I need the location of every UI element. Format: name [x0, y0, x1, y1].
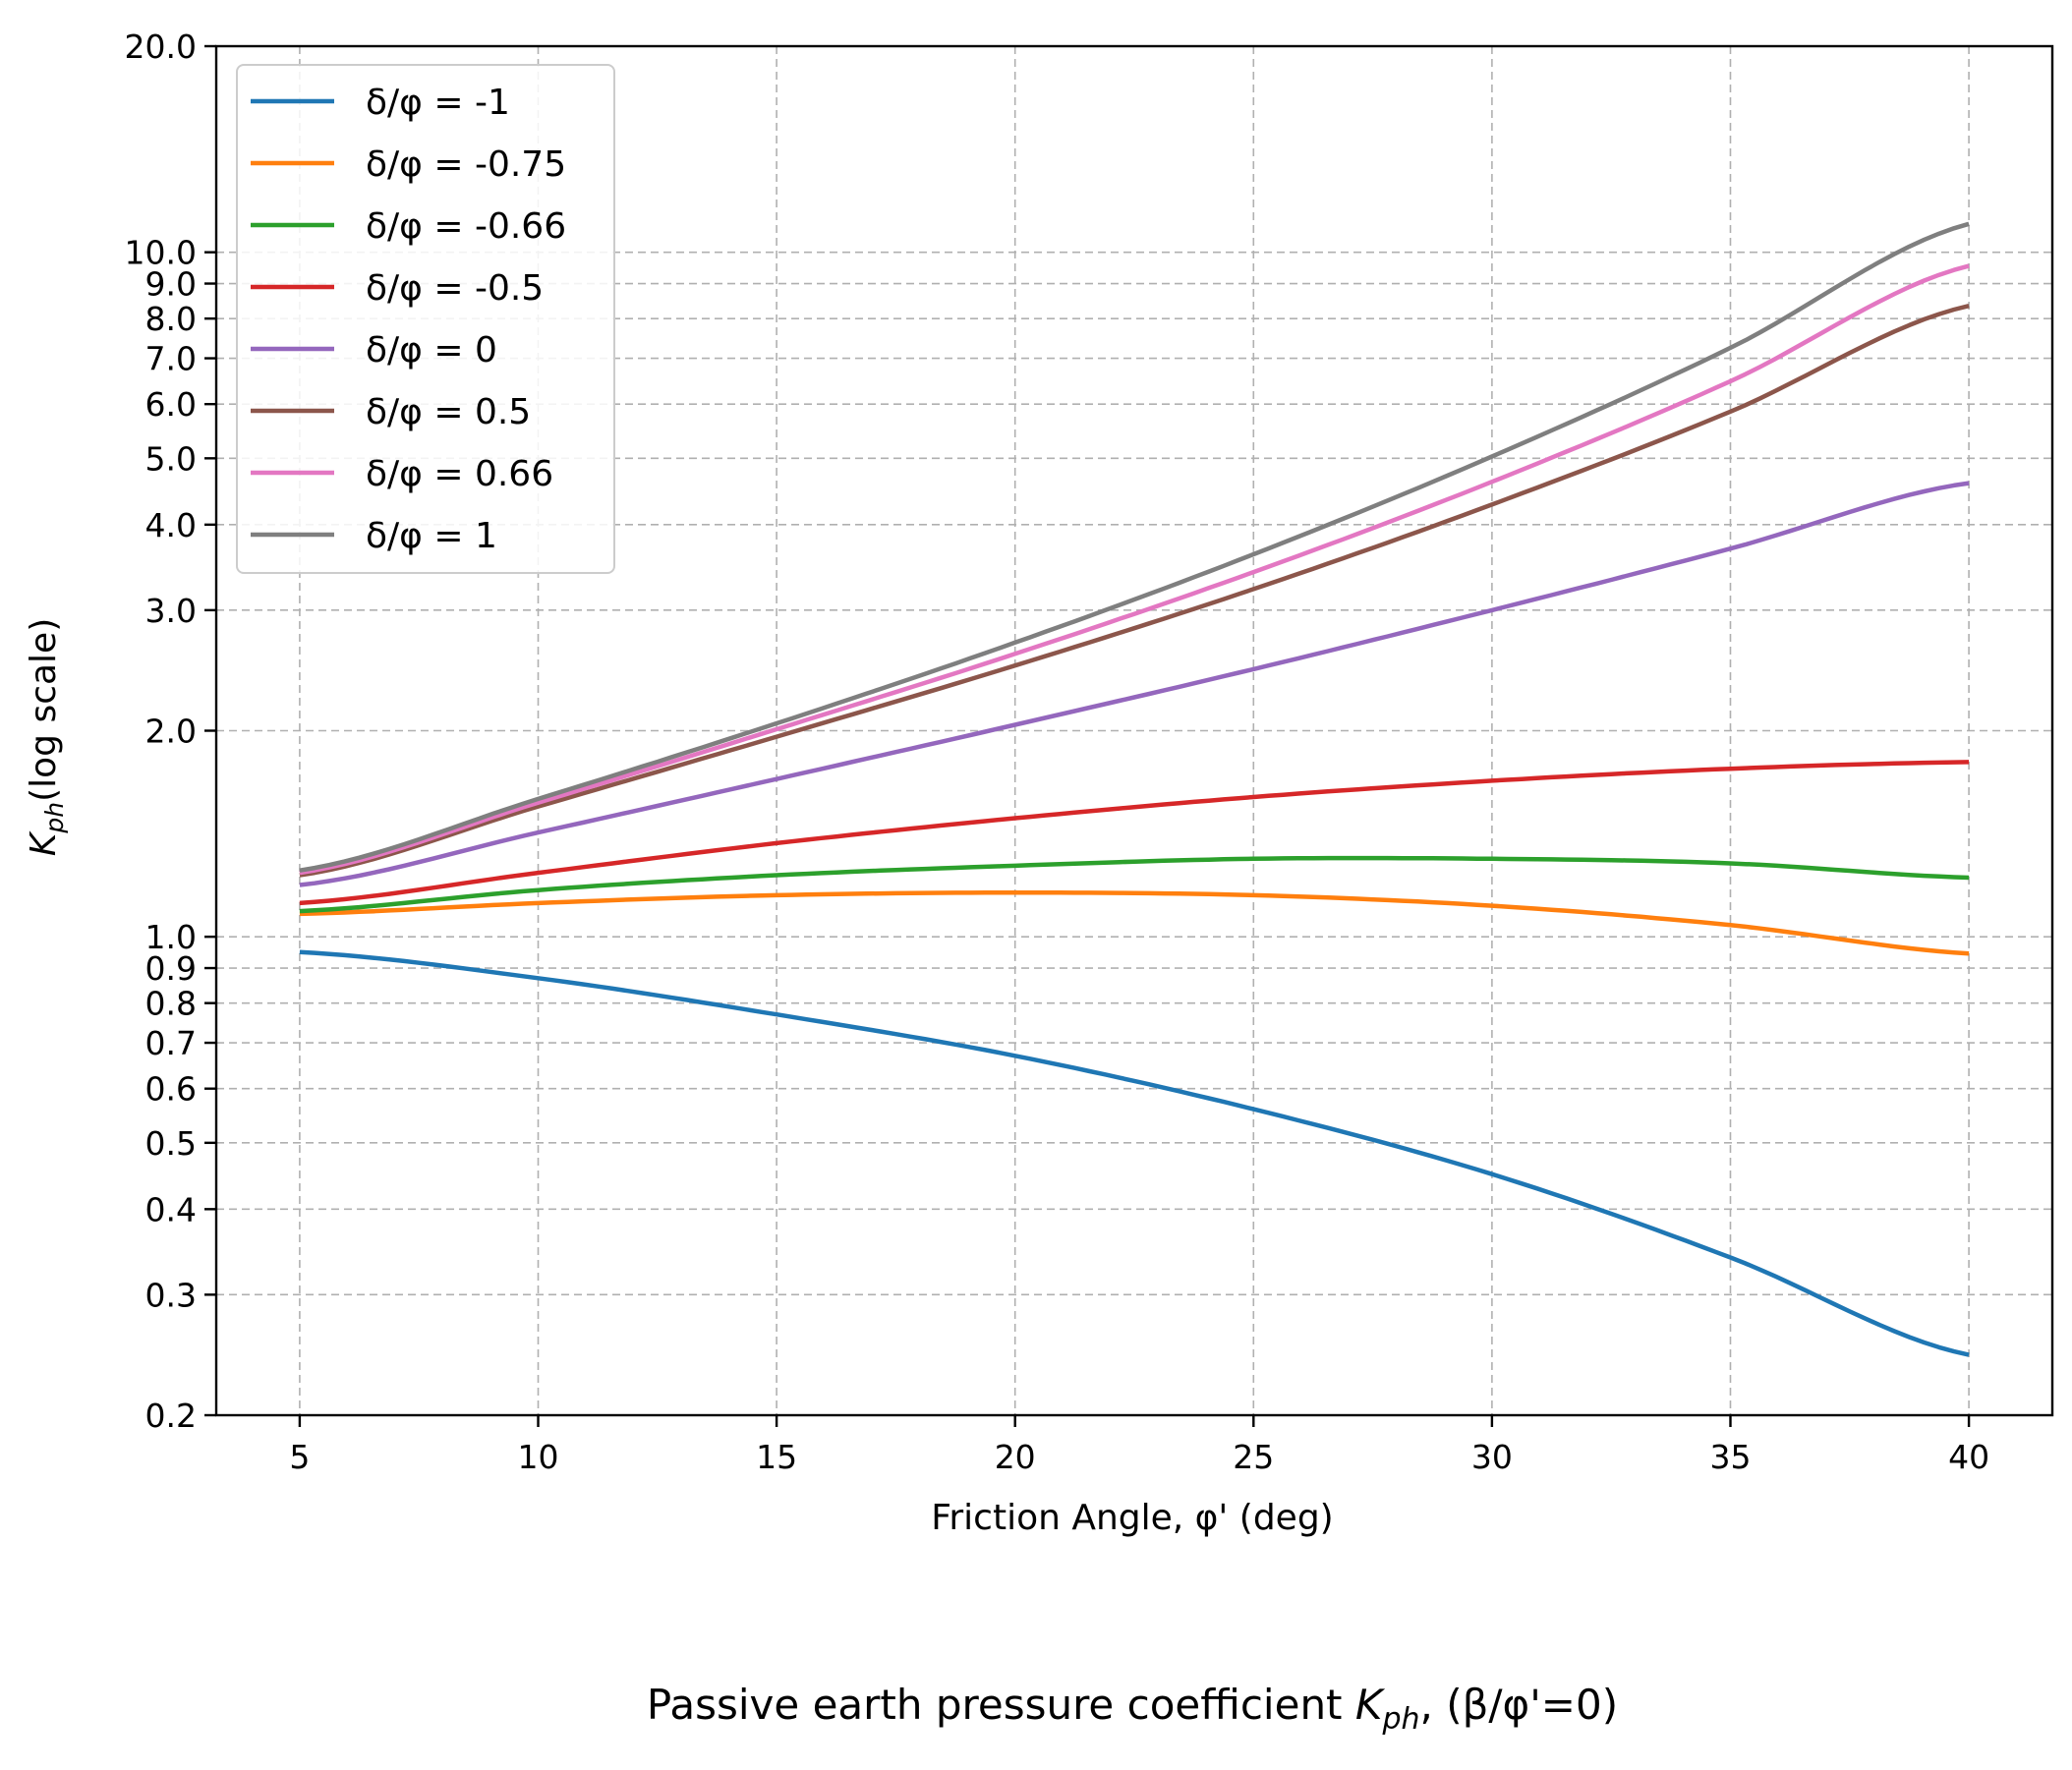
caption-suffix: , (β/φ'=0)	[1420, 1681, 1619, 1729]
legend-label: δ/φ = -0.5	[366, 268, 544, 309]
y-tick-label: 1.0	[145, 918, 197, 956]
y-tick-label: 0.2	[145, 1397, 197, 1435]
y-tick-label: 0.5	[145, 1124, 197, 1163]
legend-label: δ/φ = 0.66	[366, 454, 553, 494]
y-tick-label: 0.3	[145, 1276, 197, 1314]
y-tick-label: 2.0	[145, 713, 197, 751]
y-axis-label: Kph(log scale)	[24, 618, 69, 857]
legend-label: δ/φ = 1	[366, 516, 497, 556]
y-tick-label: 3.0	[145, 592, 197, 630]
y-tick-label: 8.0	[145, 300, 197, 338]
legend-label: δ/φ = 0.5	[366, 392, 531, 432]
x-axis: 5 10 15 20 25 30 35 40	[289, 1415, 1989, 1476]
series-line-3	[299, 760, 1970, 906]
x-tick-label: 25	[1233, 1438, 1274, 1476]
y-tick-label: 6.0	[145, 385, 197, 424]
x-tick-label: 15	[756, 1438, 797, 1476]
y-tick-label: 9.0	[145, 265, 197, 304]
caption-symbol: K	[1355, 1681, 1386, 1729]
caption-subscript: ph	[1381, 1702, 1419, 1737]
legend: δ/φ = -1 δ/φ = -0.75 δ/φ = -0.66 δ/φ = -0.5…	[236, 64, 615, 574]
series-line-4	[299, 481, 1970, 887]
y-tick-label: 0.6	[145, 1070, 197, 1109]
x-tick-label: 5	[289, 1438, 310, 1476]
y-tick-label: 20.0	[125, 28, 197, 66]
figure-caption: Passive earth pressure coefficient Kph, …	[647, 1681, 1618, 1737]
y-axis-label-symbol: K	[24, 830, 64, 856]
legend-label: δ/φ = 0	[366, 330, 497, 371]
x-tick-label: 40	[1948, 1438, 1989, 1476]
series-line-5	[299, 304, 1970, 878]
legend-box	[236, 64, 615, 574]
x-tick-label: 20	[995, 1438, 1036, 1476]
y-tick-label: 5.0	[145, 439, 197, 478]
series-line-1	[299, 890, 1970, 956]
y-tick-label: 0.7	[145, 1024, 197, 1062]
y-tick-label: 0.4	[145, 1190, 197, 1228]
y-axis-label-subscript: ph	[40, 802, 69, 834]
y-tick-label: 10.0	[125, 234, 197, 272]
series-line-7	[299, 221, 1970, 873]
y-tick-label: 4.0	[145, 506, 197, 544]
x-tick-label: 30	[1471, 1438, 1513, 1476]
y-axis-label-text: (log scale)	[24, 618, 64, 802]
grid-lines	[216, 46, 2052, 1415]
x-axis-label: Friction Angle, φ' (deg)	[931, 1498, 1333, 1538]
caption-text: Passive earth pressure coefficient	[647, 1681, 1355, 1729]
series-line-2	[299, 855, 1970, 914]
series-line-0	[299, 949, 1970, 1357]
y-tick-label: 7.0	[145, 340, 197, 378]
legend-label: δ/φ = -1	[366, 83, 510, 123]
x-tick-label: 10	[518, 1438, 559, 1476]
y-axis: 0.2 0.3 0.4 0.5 0.6 0.70.80.91.0 2.0 3.0 4.0 5.0 6…	[125, 28, 216, 1435]
y-tick-label: 0.9	[145, 949, 197, 988]
x-tick-label: 35	[1709, 1438, 1751, 1476]
series-line-6	[299, 263, 1970, 876]
legend-label: δ/φ = -0.66	[366, 206, 566, 247]
legend-label: δ/φ = -0.75	[366, 144, 566, 185]
y-tick-label: 0.8	[145, 985, 197, 1023]
series-lines	[299, 221, 1970, 1357]
